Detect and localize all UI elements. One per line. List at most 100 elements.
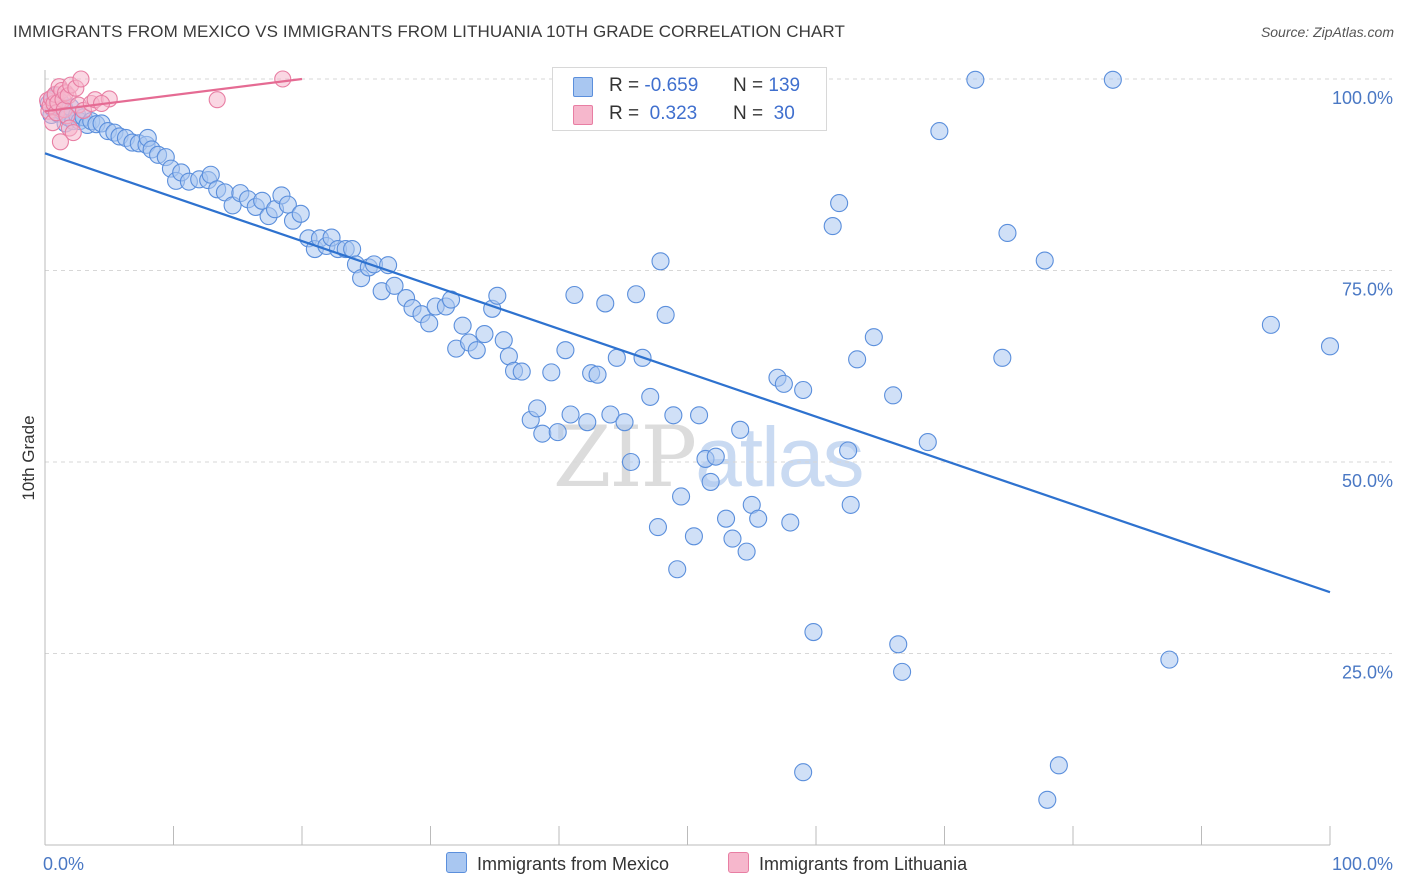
data-point-mexico bbox=[601, 405, 620, 424]
data-point-mexico bbox=[690, 406, 709, 425]
legend-item-lithuania[interactable]: Immigrants from Lithuania bbox=[728, 852, 967, 875]
data-point-mexico bbox=[565, 285, 584, 305]
n-value: 30 bbox=[773, 103, 795, 124]
data-point-mexico bbox=[749, 509, 768, 528]
data-point-mexico bbox=[966, 70, 985, 89]
data-point-mexico bbox=[656, 305, 675, 324]
x-tick-label: 0.0% bbox=[43, 854, 84, 874]
legend-swatch-lithuania bbox=[728, 852, 749, 873]
legend-label-lithuania: Immigrants from Lithuania bbox=[759, 854, 968, 874]
r-label: R = bbox=[609, 103, 640, 124]
data-point-mexico bbox=[930, 122, 949, 141]
data-point-mexico bbox=[1320, 337, 1340, 356]
x-tick-label: 100.0% bbox=[1332, 854, 1393, 874]
data-point-mexico bbox=[841, 495, 860, 514]
axis-labels: 100.0% 75.0% 50.0% 25.0% 0.0% 100.0% 10th Grad… bbox=[19, 88, 1393, 874]
data-point-mexico bbox=[578, 413, 597, 432]
data-point-mexico bbox=[723, 529, 742, 548]
data-point-mexico bbox=[839, 441, 858, 460]
data-point-mexico bbox=[385, 276, 404, 295]
data-point-mexico bbox=[1160, 650, 1179, 669]
data-point-lithuania bbox=[208, 91, 226, 109]
series-lithuania-points bbox=[39, 70, 292, 151]
data-point-mexico bbox=[596, 294, 615, 313]
axes bbox=[44, 70, 1331, 846]
data-point-mexico bbox=[561, 405, 580, 424]
series-mexico-points bbox=[39, 70, 1340, 809]
data-point-mexico bbox=[1035, 251, 1054, 270]
data-point-mexico bbox=[278, 195, 297, 214]
data-point-mexico bbox=[1049, 756, 1068, 775]
data-point-mexico bbox=[889, 635, 908, 654]
r-value: 0.323 bbox=[649, 103, 698, 124]
legend-r-mexico: R = -0.659 bbox=[609, 75, 698, 97]
n-label: N = bbox=[733, 75, 764, 96]
r-value: -0.659 bbox=[644, 75, 699, 96]
data-point-mexico bbox=[621, 452, 641, 472]
data-point-mexico bbox=[528, 399, 547, 418]
data-point-mexico bbox=[893, 662, 912, 681]
data-point-mexico bbox=[641, 387, 660, 406]
y-axis-title: 10th Grade bbox=[19, 415, 38, 500]
data-point-mexico bbox=[884, 386, 903, 405]
data-point-mexico bbox=[668, 560, 687, 579]
y-tick-label: 25.0% bbox=[1342, 663, 1393, 683]
legend-n-lithuania: N = 30 bbox=[733, 103, 795, 125]
data-point-mexico bbox=[607, 348, 626, 367]
data-point-mexico bbox=[548, 423, 567, 442]
data-point-mexico bbox=[794, 380, 813, 400]
legend-label-mexico: Immigrants from Mexico bbox=[477, 854, 670, 874]
data-point-mexico bbox=[737, 542, 756, 561]
legend-r-lithuania: R = 0.323 bbox=[609, 103, 697, 125]
data-point-mexico bbox=[488, 286, 507, 305]
trend-lines bbox=[44, 77, 1331, 594]
legend-swatch-lithuania bbox=[573, 105, 593, 125]
data-point-mexico bbox=[1103, 70, 1122, 89]
data-point-mexico bbox=[453, 316, 472, 335]
data-point-mexico bbox=[716, 509, 736, 528]
data-point-mexico bbox=[343, 240, 362, 259]
data-point-mexico bbox=[848, 350, 867, 369]
data-point-mexico bbox=[627, 285, 646, 304]
legend-item-mexico[interactable]: Immigrants from Mexico bbox=[446, 852, 669, 875]
data-point-mexico bbox=[684, 527, 703, 546]
data-point-mexico bbox=[542, 363, 561, 382]
y-tick-label: 100.0% bbox=[1332, 88, 1393, 108]
data-point-lithuania bbox=[64, 124, 82, 142]
trend-line-lithuania bbox=[44, 77, 303, 113]
data-point-mexico bbox=[615, 413, 634, 432]
data-point-mexico bbox=[781, 513, 800, 532]
chart-title: IMMIGRANTS FROM MEXICO VS IMMIGRANTS FRO… bbox=[13, 22, 845, 41]
legend-n-mexico: N = 139 bbox=[733, 75, 800, 97]
trend-line-mexico bbox=[44, 152, 1331, 594]
data-point-mexico bbox=[467, 341, 486, 360]
data-point-mexico bbox=[291, 204, 310, 223]
data-point-mexico bbox=[588, 365, 607, 384]
data-point-mexico bbox=[993, 348, 1012, 367]
r-label: R = bbox=[609, 75, 640, 96]
data-point-mexico bbox=[664, 406, 683, 425]
data-point-mexico bbox=[556, 341, 575, 360]
data-point-lithuania bbox=[274, 70, 292, 88]
data-point-mexico bbox=[918, 433, 937, 452]
data-point-mexico bbox=[731, 420, 750, 439]
data-point-mexico bbox=[794, 763, 813, 782]
data-point-mexico bbox=[774, 374, 793, 393]
data-point-lithuania bbox=[72, 70, 90, 88]
data-point-mexico bbox=[706, 447, 725, 466]
data-point-mexico bbox=[1261, 315, 1280, 334]
y-tick-label: 50.0% bbox=[1342, 471, 1393, 491]
legend-swatch-mexico bbox=[573, 77, 593, 97]
data-point-mexico bbox=[823, 217, 842, 236]
data-point-mexico bbox=[475, 325, 494, 344]
data-point-lithuania bbox=[51, 133, 69, 151]
n-value: 139 bbox=[768, 75, 801, 96]
data-point-mexico bbox=[864, 328, 883, 347]
data-point-mexico bbox=[1038, 790, 1057, 809]
data-point-mexico bbox=[648, 518, 667, 537]
data-point-mexico bbox=[998, 223, 1017, 243]
data-point-mexico bbox=[804, 623, 823, 642]
data-point-mexico bbox=[533, 424, 552, 443]
n-label: N = bbox=[733, 103, 764, 124]
